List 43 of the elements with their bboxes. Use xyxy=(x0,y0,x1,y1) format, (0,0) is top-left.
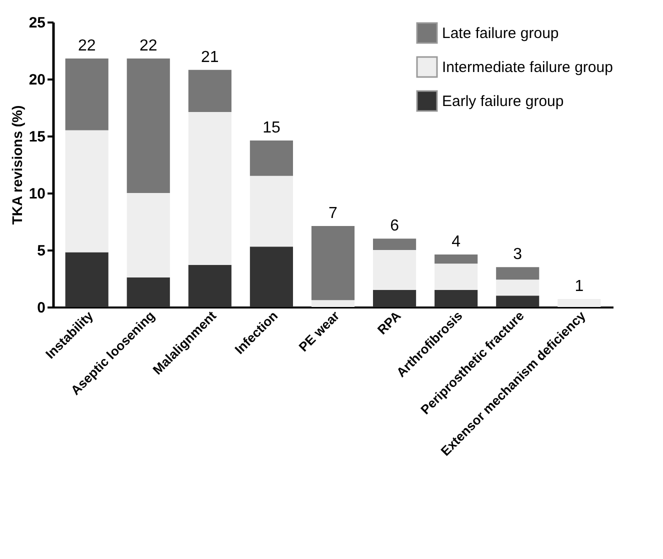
bar xyxy=(373,290,416,307)
bar xyxy=(558,299,601,307)
bar xyxy=(434,290,478,307)
bar xyxy=(188,70,232,112)
bar xyxy=(65,58,108,130)
bar xyxy=(496,267,540,280)
bar xyxy=(373,238,416,250)
y-tick-label: 10 xyxy=(28,186,46,202)
total-label: 7 xyxy=(328,205,338,222)
y-tick-label: 15 xyxy=(28,128,46,146)
total-label: 3 xyxy=(513,246,522,264)
bar xyxy=(65,130,108,252)
bar xyxy=(434,264,478,290)
bar xyxy=(126,193,170,278)
total-label: 4 xyxy=(452,234,461,251)
bar xyxy=(126,58,170,193)
y-tick-label: 20 xyxy=(28,72,46,88)
y-tick-label: 0 xyxy=(37,300,46,316)
bar xyxy=(65,252,108,307)
bar xyxy=(188,112,232,265)
bar xyxy=(496,296,540,307)
y-tick-label: 5 xyxy=(37,242,46,260)
bar xyxy=(126,277,170,307)
y-axis-title: TKA revisions (%) xyxy=(8,105,25,225)
bar xyxy=(250,246,293,307)
legend-label: Early failure group xyxy=(442,93,564,110)
bar xyxy=(188,264,232,307)
total-label: 22 xyxy=(139,37,158,54)
legend-label: Late failure group xyxy=(442,25,559,42)
bar xyxy=(311,300,355,307)
total-label: 6 xyxy=(390,218,400,235)
bar xyxy=(373,250,416,290)
y-tick-label: 25 xyxy=(28,14,46,32)
total-label: 1 xyxy=(574,278,584,296)
total-label: 21 xyxy=(201,48,219,66)
bar xyxy=(250,176,293,247)
total-label: 15 xyxy=(262,120,280,137)
legend-label: Intermediate failure group xyxy=(442,59,613,76)
bar xyxy=(250,140,293,176)
total-label: 22 xyxy=(78,37,96,54)
bar xyxy=(311,226,355,300)
bar xyxy=(496,280,540,296)
bar xyxy=(434,254,478,264)
